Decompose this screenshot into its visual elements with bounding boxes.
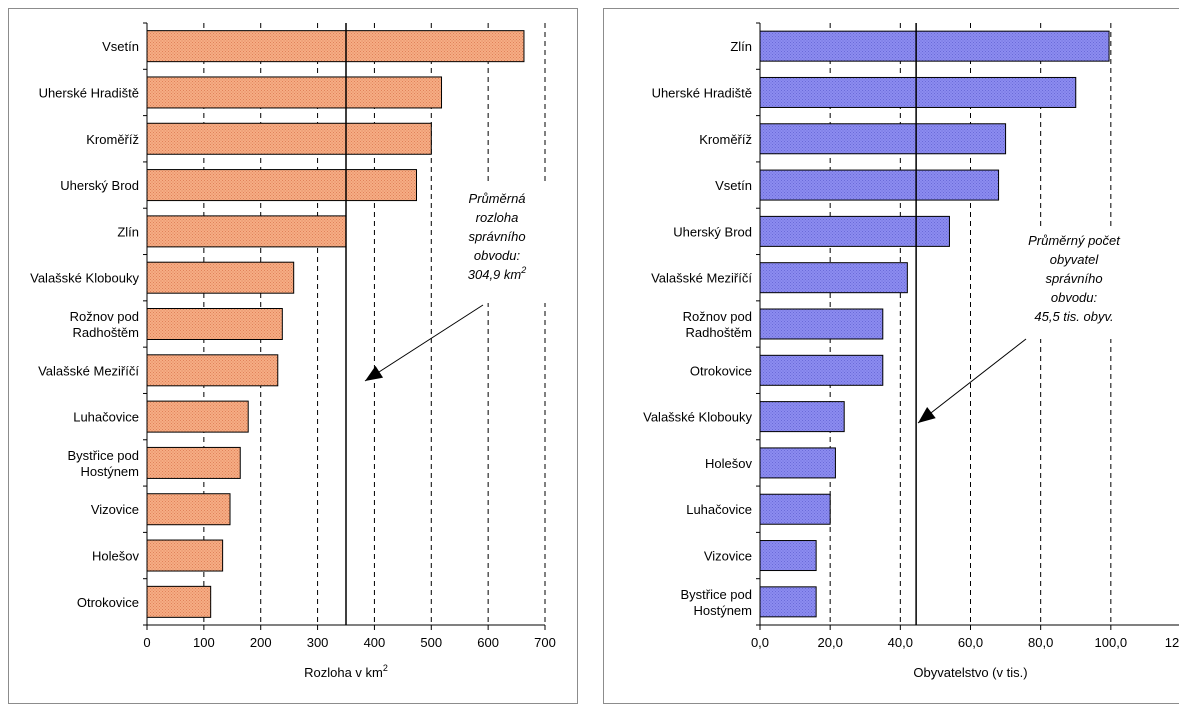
category-label: Uherský Brod [60,178,139,193]
category-label: Valašské Klobouky [643,410,752,425]
bar-8 [759,354,884,386]
x-tick-label: 0 [143,635,150,650]
bar-13 [759,586,817,618]
bar-2 [146,76,443,109]
annotation-arrow [917,338,1027,424]
category-label: Kroměříž [699,132,752,147]
x-tick-label: 700 [534,635,556,650]
category-label: Otrokovice [77,595,139,610]
bar-10 [759,447,836,479]
category-label: Vizovice [704,549,752,564]
bar-3 [146,122,432,155]
bar-10 [146,446,241,479]
bar-6 [146,261,295,294]
x-tick-label: 40,0 [888,635,913,650]
category-label: Luhačovice [73,410,139,425]
x-tick-label: 100,0 [1095,635,1128,650]
annotation-arrow [364,304,484,382]
bar-7 [759,308,884,340]
x-axis-title: Rozloha v km2 [304,663,388,680]
category-label: Vsetín [102,39,139,54]
bar-3 [759,123,1007,155]
bar-13 [146,585,212,618]
area-chart-panel: Vsetín Uherské Hradiště Kroměříž Uherský Br… [8,8,578,704]
category-label: Kroměříž [86,132,139,147]
category-label: Luhačovice [686,502,752,517]
category-label: Rožnov pod Radhoštěm [683,309,752,340]
category-label: Zlín [117,224,139,239]
x-tick-label: 60,0 [958,635,983,650]
category-label: Holešov [705,456,752,471]
bar-11 [146,493,231,526]
bar-4 [146,169,418,202]
category-label: Otrokovice [690,363,752,378]
bar-1 [146,30,525,63]
category-label: Vizovice [91,502,139,517]
x-tick-label: 600 [477,635,499,650]
x-tick-label: 0,0 [751,635,769,650]
bar-1 [759,30,1110,62]
bar-4 [759,169,1000,201]
x-tick-label: 120,0 [1165,635,1179,650]
category-label: Uherské Hradiště [39,85,139,100]
bar-8 [146,354,279,387]
category-label: Bystřice pod Hostýnem [680,587,752,618]
annotation-text: Průměrná rozloha správního obvodu: 304,9 km2 [468,191,527,282]
area-bar-chart: Vsetín Uherské Hradiště Kroměříž Uherský Br… [30,22,556,680]
category-label: Valašské Meziříčí [38,363,139,378]
x-tick-label: 100 [193,635,215,650]
bar-12 [146,539,224,572]
category-label: Vsetín [715,178,752,193]
bar-9 [146,400,249,433]
category-label: Valašské Klobouky [30,271,139,286]
category-label: Holešov [92,549,139,564]
category-label: Uherský Brod [673,224,752,239]
bar-5 [146,215,347,248]
bar-7 [146,308,283,340]
x-axis-title: Obyvatelstvo (v tis.) [913,665,1027,680]
category-label: Zlín [730,39,752,54]
x-tick-label: 20,0 [818,635,843,650]
arrow-head [365,365,384,381]
annotation-box [1000,227,1148,339]
bar-5 [759,215,950,247]
population-bar-chart: Zlín Uherské Hradiště Kroměříž Vsetín Uhersk… [643,22,1179,680]
bar-6 [759,262,908,294]
annotation-box [442,185,552,303]
bar-2 [759,76,1077,108]
bar-12 [759,540,817,572]
x-tick-label: 300 [307,635,329,650]
category-label: Bystřice pod Hostýnem [67,448,139,479]
x-tick-label: 400 [364,635,386,650]
bar-11 [759,493,831,525]
category-label: Rožnov pod Radhoštěm [70,309,139,340]
arrow-head [918,407,936,423]
x-tick-label: 80,0 [1028,635,1053,650]
x-tick-label: 200 [250,635,272,650]
bar-9 [759,401,845,433]
annotation-text: Průměrný počet obyvatel správního obvodu: 45… [1028,233,1121,324]
population-chart-panel: Zlín Uherské Hradiště Kroměříž Vsetín Uhersk… [603,8,1179,704]
category-label: Uherské Hradiště [652,85,752,100]
category-label: Valašské Meziříčí [651,271,752,286]
x-tick-label: 500 [420,635,442,650]
